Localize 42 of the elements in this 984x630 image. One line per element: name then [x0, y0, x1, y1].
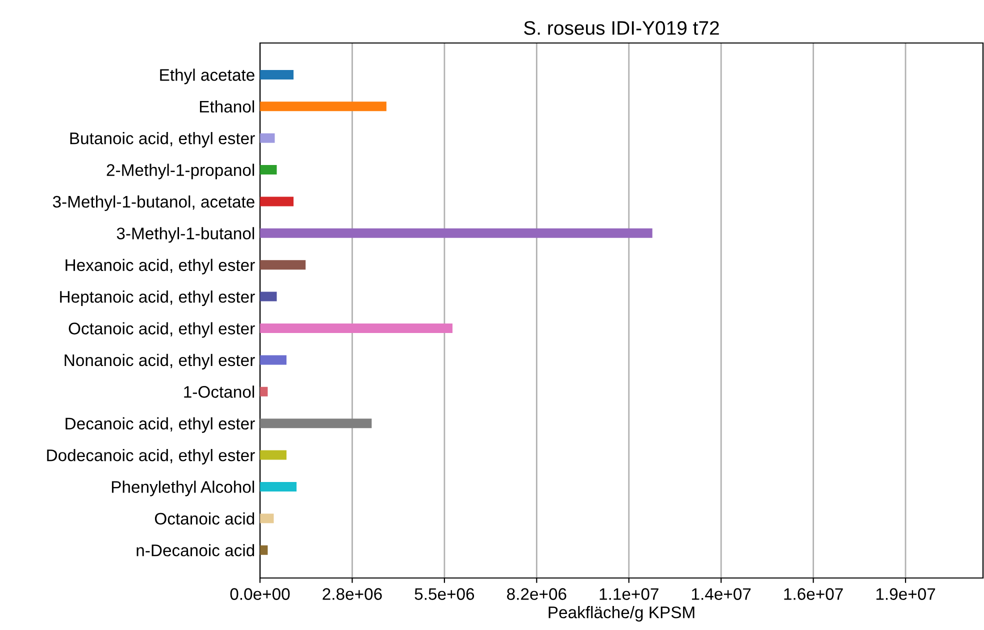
y-tick-label: Octanoic acid: [154, 512, 254, 525]
y-tick-label: Hexanoic acid, ethyl ester: [66, 258, 255, 274]
bar: [260, 165, 277, 175]
x-tick-label: 1.9e+07: [876, 588, 936, 600]
x-axis-title: Peakfläche/g KPSM: [548, 606, 694, 622]
bar: [260, 133, 275, 143]
y-tick-label: Nonanoic acid, ethyl ester: [64, 354, 255, 370]
bar: [260, 323, 452, 334]
y-tick-label: Phenylethyl Alcohol: [112, 480, 254, 496]
chart-title: S. roseus IDI-Y019 t72: [524, 21, 719, 35]
y-tick-label: 1-Octanol: [184, 386, 254, 398]
bar: [260, 70, 294, 80]
y-tick-label: 3-Methyl-1-butanol, acetate: [52, 195, 254, 211]
y-tick-label: Octanoic acid, ethyl ester: [68, 322, 255, 338]
bar: [260, 355, 286, 365]
bar: [260, 545, 268, 555]
y-tick-label: Dodecanoic acid, ethyl ester: [47, 448, 255, 465]
bar: [260, 196, 294, 206]
x-tick-label: 1.4e+07: [692, 588, 751, 600]
x-tick-label: 2.8e+06: [322, 588, 382, 600]
y-tick-label: 2-Methyl-1-propanol: [106, 164, 254, 180]
y-tick-label: Ethyl acetate: [160, 68, 254, 84]
x-tick-label: 1.6e+07: [784, 588, 843, 600]
bar: [260, 228, 652, 238]
bar: [260, 260, 306, 270]
x-tick-label: 5.5e+06: [414, 588, 474, 600]
y-tick-label: Ethanol: [200, 100, 254, 113]
bar: [260, 386, 268, 396]
y-tick-label: Decanoic acid, ethyl ester: [66, 417, 255, 433]
y-tick-label: 3-Methyl-1-butanol: [116, 227, 254, 243]
y-tick-label: Butanoic acid, ethyl ester: [70, 132, 255, 148]
bar: [260, 450, 286, 460]
x-tick-label: 0.0e+00: [230, 588, 290, 600]
bar: [260, 514, 274, 524]
bar: [260, 418, 372, 428]
bar: [260, 292, 277, 302]
bar: [260, 482, 297, 492]
bar: [260, 102, 386, 112]
x-tick-label: 1.1e+07: [600, 588, 658, 600]
y-tick-label: n-Decanoic acid: [136, 544, 254, 556]
y-tick-label: Heptanoic acid, ethyl ester: [60, 290, 255, 306]
x-tick-label: 8.2e+06: [507, 588, 566, 600]
